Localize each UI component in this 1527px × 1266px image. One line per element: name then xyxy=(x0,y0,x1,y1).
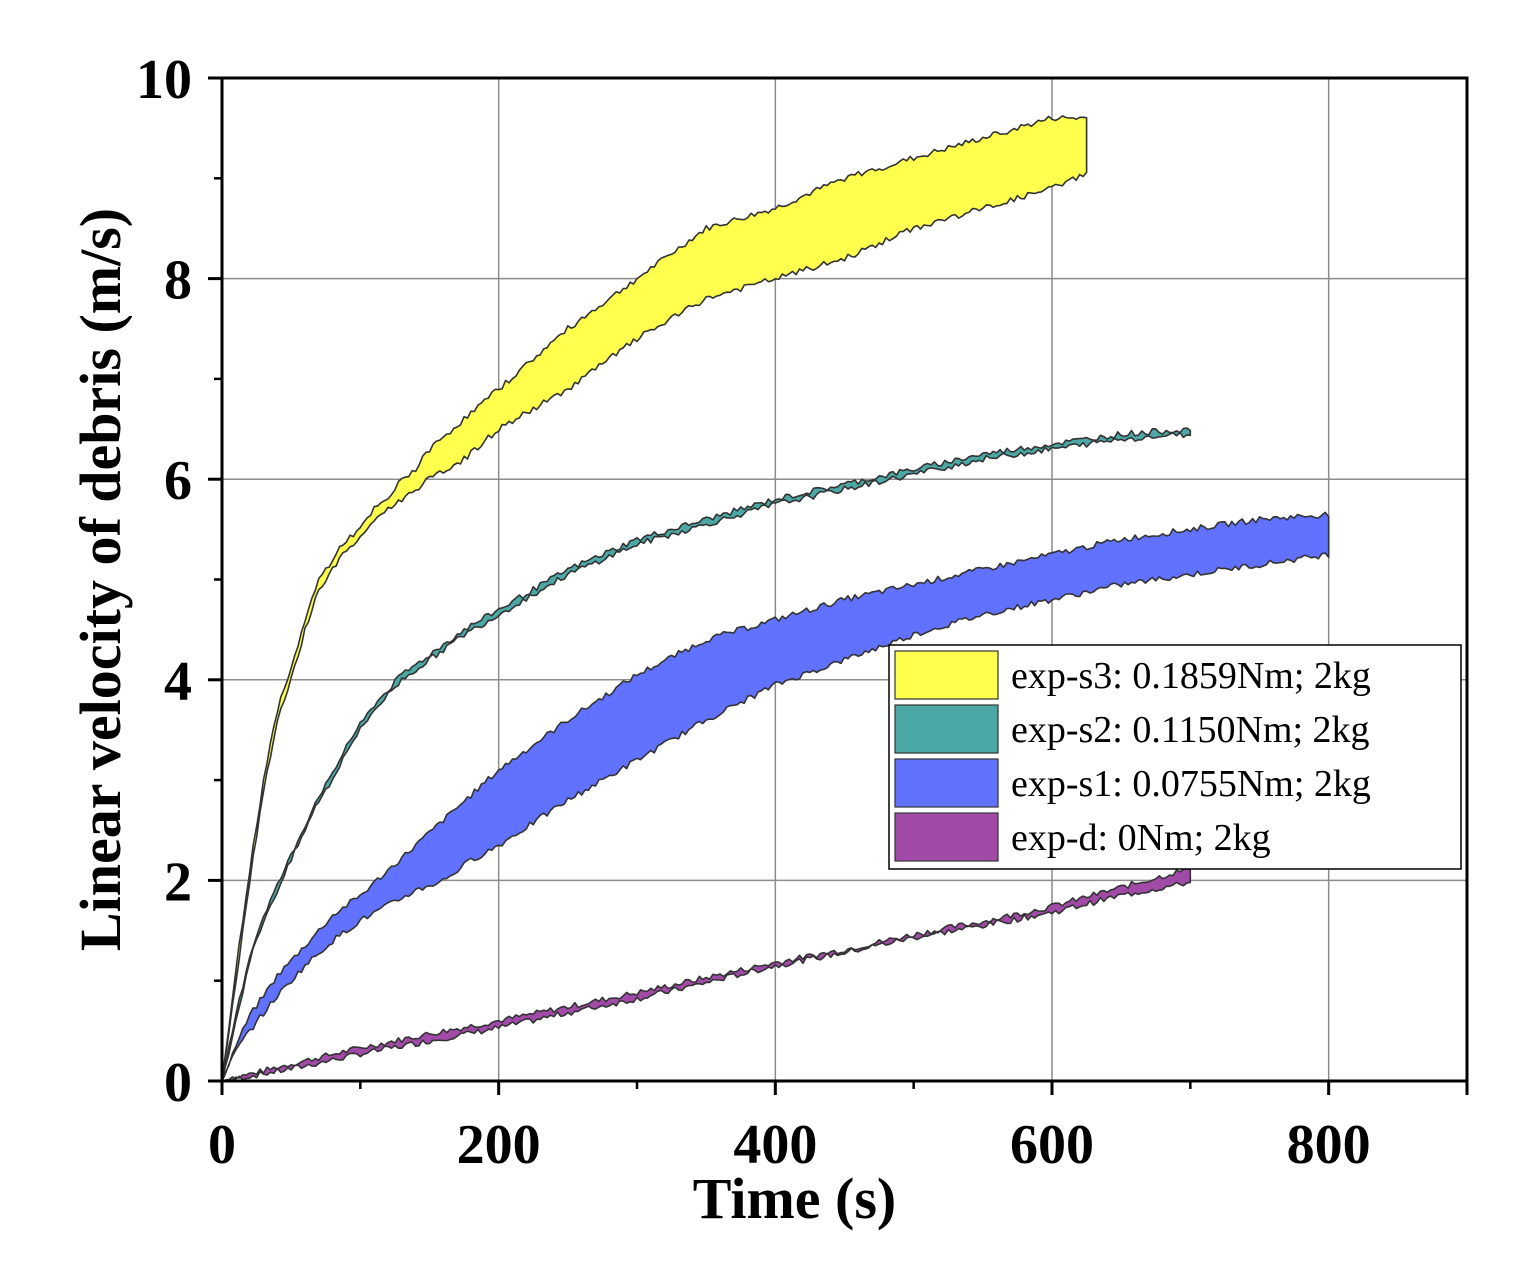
y-tick-label: 2 xyxy=(164,851,192,913)
legend-swatch xyxy=(894,758,999,808)
legend-swatch xyxy=(894,812,999,862)
legend-swatch xyxy=(894,650,999,700)
legend-label: exp-s2: 0.1150Nm; 2kg xyxy=(1011,709,1370,751)
series-band-4 xyxy=(221,866,1192,1082)
series-band-1 xyxy=(221,115,1088,1082)
y-tick-label: 6 xyxy=(164,450,192,512)
legend-swatch xyxy=(894,704,999,754)
y-tick-label: 10 xyxy=(136,49,192,111)
series-band-3 xyxy=(221,511,1330,1082)
x-tick-label: 0 xyxy=(208,1114,236,1176)
x-tick-label: 400 xyxy=(733,1114,817,1176)
y-tick-label: 0 xyxy=(164,1052,192,1114)
tick-labels: 0 200 400 600 800 0 2 4 6 8 10 xyxy=(136,49,1371,1176)
y-tick-label: 8 xyxy=(164,250,192,312)
y-tick-label: 4 xyxy=(164,651,192,713)
series-band-2 xyxy=(221,427,1192,1082)
x-tick-label: 800 xyxy=(1287,1114,1371,1176)
y-axis-title: Linear velocity of debris (m/s) xyxy=(68,208,133,951)
series-bands xyxy=(221,115,1330,1082)
legend-label: exp-s3: 0.1859Nm; 2kg xyxy=(1011,655,1371,697)
x-tick-label: 600 xyxy=(1010,1114,1094,1176)
axis-ticks xyxy=(208,76,1469,1095)
legend-label: exp-s1: 0.0755Nm; 2kg xyxy=(1011,763,1371,805)
x-axis-title: Time (s) xyxy=(693,1166,897,1231)
legend-label: exp-d: 0Nm; 2kg xyxy=(1011,817,1271,859)
x-tick-label: 200 xyxy=(457,1114,541,1176)
legend: exp-s3: 0.1859Nm; 2kg exp-s2: 0.1150Nm; 2… xyxy=(888,644,1462,870)
